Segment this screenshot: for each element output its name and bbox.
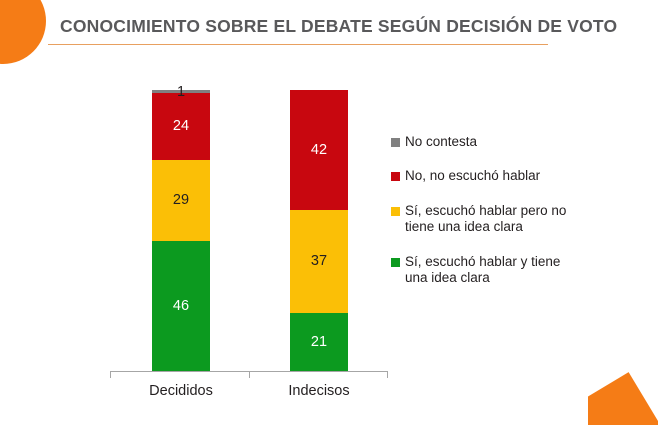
bar-value-label-no-contesta: 1	[176, 84, 186, 100]
legend-item-no-escucho[interactable]: No, no escuchó hablar	[391, 168, 581, 184]
page-title: CONOCIMIENTO SOBRE EL DEBATE SEGÚN DECIS…	[60, 16, 618, 36]
legend-swatch-icon	[391, 138, 400, 147]
bar-value-label: 29	[172, 192, 190, 209]
legend-item-no-contesta[interactable]: No contesta	[391, 134, 581, 150]
bar-decididos[interactable]: 24 29 46	[152, 90, 210, 371]
bar-segment-si-sin-idea[interactable]: 37	[290, 210, 348, 313]
legend-label: No contesta	[405, 134, 478, 149]
legend-item-si-idea-clara[interactable]: Sí, escuchó hablar y tiene una idea clar…	[391, 254, 581, 287]
bar-value-label: 21	[310, 333, 328, 350]
x-axis-label-indecisos: Indecisos	[288, 383, 350, 399]
title-block: CONOCIMIENTO SOBRE EL DEBATE SEGÚN DECIS…	[48, 16, 620, 45]
bar-value-label: 46	[172, 297, 190, 314]
bar-segment-no-escucho[interactable]: 42	[290, 90, 348, 210]
legend-label: Sí, escuchó hablar pero no tiene una ide…	[405, 202, 567, 235]
legend-swatch-icon	[391, 257, 400, 267]
legend-swatch-icon	[391, 172, 400, 182]
bar-value-label: 37	[310, 253, 328, 270]
bar-segment-no-escucho[interactable]: 24	[152, 93, 210, 160]
bar-value-label: 24	[172, 118, 190, 135]
bar-segment-si-idea-clara[interactable]: 46	[152, 241, 210, 371]
bar-segment-si-idea-clara[interactable]: 21	[290, 313, 348, 371]
bar-value-label: 42	[310, 141, 328, 158]
x-axis-tick	[249, 371, 250, 378]
bar-segment-no-contesta[interactable]	[152, 90, 210, 93]
x-axis-label-decididos: Decididos	[149, 383, 213, 399]
title-underline	[48, 44, 548, 45]
legend-item-si-sin-idea[interactable]: Sí, escuchó hablar pero no tiene una ide…	[391, 203, 581, 236]
bar-indecisos[interactable]: 42 37 21	[290, 90, 348, 371]
chart-legend: No contesta No, no escuchó hablar Sí, es…	[391, 134, 581, 305]
legend-label: No, no escuchó hablar	[405, 168, 541, 184]
bar-segment-si-sin-idea[interactable]: 29	[152, 160, 210, 241]
x-axis-tick	[387, 371, 388, 378]
legend-label: Sí, escuchó hablar y tiene una idea clar…	[405, 253, 561, 286]
x-axis-tick	[110, 371, 111, 378]
legend-swatch-icon	[391, 206, 400, 216]
